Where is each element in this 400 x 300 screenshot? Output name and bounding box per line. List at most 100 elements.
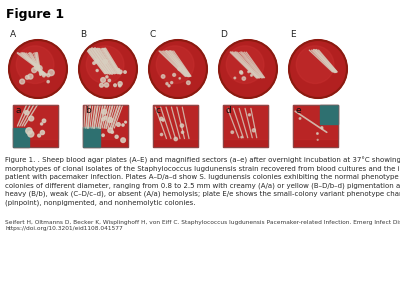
Circle shape bbox=[93, 62, 95, 64]
Circle shape bbox=[101, 78, 106, 82]
Circle shape bbox=[122, 124, 124, 126]
Bar bbox=[153, 105, 198, 147]
Bar bbox=[13, 105, 58, 147]
Circle shape bbox=[80, 41, 136, 97]
Circle shape bbox=[248, 71, 250, 73]
Circle shape bbox=[290, 41, 346, 97]
Circle shape bbox=[32, 68, 37, 73]
Text: a: a bbox=[15, 106, 20, 115]
Circle shape bbox=[322, 128, 323, 129]
Circle shape bbox=[149, 40, 207, 98]
Circle shape bbox=[220, 41, 276, 97]
Circle shape bbox=[20, 79, 24, 84]
Circle shape bbox=[102, 134, 104, 136]
Circle shape bbox=[289, 40, 347, 98]
Text: e: e bbox=[295, 106, 301, 115]
Circle shape bbox=[242, 77, 246, 80]
Circle shape bbox=[180, 124, 184, 127]
Circle shape bbox=[116, 123, 120, 126]
Circle shape bbox=[38, 134, 40, 137]
Bar bbox=[320, 105, 338, 124]
Circle shape bbox=[108, 118, 113, 122]
Text: A: A bbox=[10, 30, 16, 39]
Circle shape bbox=[170, 82, 173, 84]
Circle shape bbox=[108, 79, 110, 82]
Text: b: b bbox=[85, 106, 91, 115]
Bar bbox=[223, 105, 268, 139]
Bar bbox=[13, 105, 58, 139]
Circle shape bbox=[161, 75, 165, 78]
Bar bbox=[83, 105, 128, 147]
Circle shape bbox=[104, 59, 108, 64]
Circle shape bbox=[95, 59, 99, 63]
Circle shape bbox=[104, 83, 109, 87]
Circle shape bbox=[252, 129, 256, 132]
Circle shape bbox=[28, 131, 34, 137]
Circle shape bbox=[178, 68, 181, 70]
Text: Seifert H, Oltmanns D, Becker K, Wisplinghoff H, von Eiff C. Staphylococcus lugd: Seifert H, Oltmanns D, Becker K, Wisplin… bbox=[5, 220, 400, 231]
Circle shape bbox=[43, 74, 45, 77]
Circle shape bbox=[174, 137, 178, 141]
Circle shape bbox=[16, 46, 54, 83]
Text: C: C bbox=[150, 30, 156, 39]
Circle shape bbox=[26, 128, 32, 134]
Text: B: B bbox=[80, 30, 86, 39]
Circle shape bbox=[25, 110, 29, 115]
Circle shape bbox=[29, 116, 34, 121]
Circle shape bbox=[251, 74, 252, 76]
Circle shape bbox=[317, 133, 318, 134]
Circle shape bbox=[241, 136, 242, 138]
Circle shape bbox=[219, 40, 277, 98]
Circle shape bbox=[186, 81, 190, 85]
Bar bbox=[83, 127, 100, 147]
Circle shape bbox=[40, 123, 43, 125]
Circle shape bbox=[121, 138, 126, 142]
Circle shape bbox=[48, 70, 54, 76]
Circle shape bbox=[111, 131, 114, 133]
Circle shape bbox=[104, 116, 107, 119]
Circle shape bbox=[182, 131, 184, 134]
Bar bbox=[223, 105, 268, 147]
Circle shape bbox=[125, 121, 126, 123]
Circle shape bbox=[28, 74, 33, 79]
Circle shape bbox=[231, 131, 234, 134]
Circle shape bbox=[124, 71, 126, 73]
Bar bbox=[83, 105, 128, 139]
Circle shape bbox=[96, 70, 98, 71]
Circle shape bbox=[114, 84, 116, 87]
Text: c: c bbox=[155, 106, 160, 115]
Circle shape bbox=[299, 118, 301, 119]
Circle shape bbox=[115, 135, 118, 138]
Circle shape bbox=[240, 71, 242, 74]
Bar bbox=[13, 128, 29, 147]
Circle shape bbox=[9, 40, 67, 98]
Circle shape bbox=[47, 80, 49, 83]
Circle shape bbox=[106, 76, 108, 78]
Circle shape bbox=[173, 74, 176, 76]
Circle shape bbox=[79, 40, 137, 98]
Circle shape bbox=[248, 114, 250, 116]
Bar bbox=[293, 105, 338, 147]
Bar bbox=[13, 105, 58, 147]
Circle shape bbox=[168, 85, 170, 87]
Bar bbox=[223, 105, 268, 147]
Circle shape bbox=[160, 117, 163, 120]
Circle shape bbox=[156, 46, 194, 83]
Bar bbox=[83, 105, 128, 147]
Text: D: D bbox=[220, 30, 227, 39]
Circle shape bbox=[160, 134, 163, 136]
Circle shape bbox=[119, 70, 122, 73]
Circle shape bbox=[47, 74, 50, 77]
Bar bbox=[293, 105, 338, 147]
Circle shape bbox=[234, 77, 236, 79]
Text: d: d bbox=[225, 106, 231, 115]
Bar bbox=[153, 105, 198, 139]
Circle shape bbox=[40, 130, 44, 135]
Circle shape bbox=[226, 46, 264, 83]
Circle shape bbox=[118, 82, 122, 86]
Circle shape bbox=[118, 85, 121, 87]
Text: Figure 1. . Sheep blood agar plates (A–E) and magnified sectors (a–e) after over: Figure 1. . Sheep blood agar plates (A–E… bbox=[5, 157, 400, 206]
Bar bbox=[153, 105, 198, 147]
Circle shape bbox=[36, 65, 42, 71]
Circle shape bbox=[42, 119, 46, 123]
